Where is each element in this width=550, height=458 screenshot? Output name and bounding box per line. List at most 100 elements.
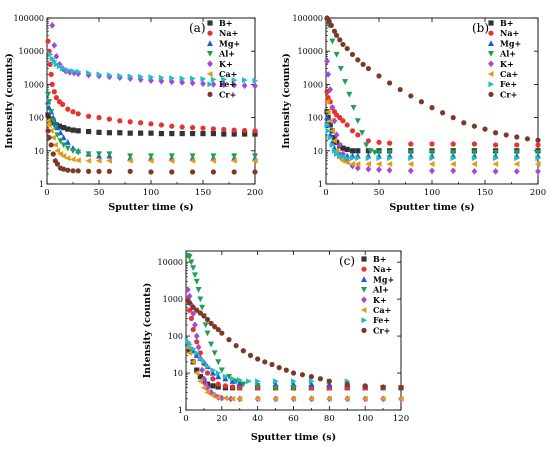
data-point bbox=[208, 341, 215, 348]
data-point bbox=[190, 130, 196, 137]
data-point bbox=[336, 141, 343, 149]
y-tick-label: 1 bbox=[178, 406, 183, 415]
data-point bbox=[65, 67, 71, 74]
legend-marker bbox=[207, 51, 213, 57]
data-point bbox=[222, 383, 229, 389]
data-point bbox=[70, 127, 76, 133]
data-point bbox=[371, 149, 378, 156]
legend-label: Mg+ bbox=[500, 38, 521, 48]
data-point bbox=[471, 155, 478, 162]
x-tick-label: 50 bbox=[374, 188, 385, 198]
data-point bbox=[524, 136, 531, 142]
legend: B+Na+Mg+Al+K+Ca+Fe+Cr+ bbox=[360, 254, 394, 335]
data-point bbox=[344, 122, 350, 128]
data-point bbox=[231, 81, 238, 89]
y-tick-label: 10000 bbox=[158, 258, 183, 267]
data-point bbox=[387, 80, 393, 86]
data-point bbox=[386, 149, 393, 156]
series bbox=[324, 15, 541, 143]
data-point bbox=[240, 381, 247, 388]
data-point bbox=[450, 167, 457, 175]
data-point bbox=[200, 384, 207, 391]
data-point bbox=[242, 127, 248, 134]
data-point bbox=[450, 155, 457, 162]
data-point bbox=[231, 127, 237, 133]
data-point bbox=[327, 117, 333, 124]
data-point bbox=[323, 98, 330, 105]
data-point bbox=[201, 358, 208, 365]
data-point bbox=[324, 114, 331, 121]
data-point bbox=[45, 91, 52, 98]
data-point bbox=[186, 341, 193, 348]
legend: B+Na+Mg+Al+K+Ca+Fe+Cr+ bbox=[206, 18, 240, 99]
data-point bbox=[53, 95, 59, 101]
data-point bbox=[236, 379, 243, 386]
data-point bbox=[210, 126, 216, 132]
data-point bbox=[482, 126, 488, 132]
data-point bbox=[325, 127, 332, 134]
data-point bbox=[192, 321, 198, 329]
data-point bbox=[440, 110, 446, 116]
data-point bbox=[241, 82, 248, 90]
y-tick-label: 1 bbox=[318, 180, 323, 189]
data-point bbox=[376, 73, 382, 79]
chart-panel: 0 50 100 150 200 1 10 100 1000 10000 100000 Sputter… bbox=[4, 14, 263, 213]
data-point bbox=[236, 395, 243, 402]
data-point bbox=[513, 161, 520, 168]
data-point bbox=[204, 316, 211, 323]
data-point bbox=[64, 155, 71, 162]
data-point bbox=[329, 127, 335, 134]
data-point bbox=[513, 149, 520, 156]
data-point bbox=[158, 130, 164, 137]
data-point bbox=[276, 365, 282, 371]
data-point bbox=[242, 77, 248, 84]
y-tick-label: 100 bbox=[29, 114, 44, 123]
data-point bbox=[185, 338, 191, 345]
data-point bbox=[199, 304, 206, 311]
data-point bbox=[193, 278, 200, 285]
legend-marker bbox=[488, 40, 494, 46]
data-point bbox=[210, 153, 217, 160]
data-point bbox=[334, 151, 340, 158]
y-tick-label: 10 bbox=[313, 147, 323, 156]
data-point bbox=[51, 41, 58, 49]
data-point bbox=[240, 348, 246, 354]
data-point bbox=[340, 154, 347, 161]
legend-marker bbox=[488, 30, 494, 36]
data-point bbox=[247, 352, 254, 358]
data-point bbox=[64, 145, 71, 152]
data-point bbox=[255, 356, 261, 362]
legend-label: Al+ bbox=[372, 285, 389, 295]
data-point bbox=[365, 155, 372, 162]
data-point bbox=[254, 395, 261, 402]
data-point bbox=[492, 167, 499, 175]
data-point bbox=[387, 140, 393, 146]
series bbox=[185, 338, 351, 385]
data-point bbox=[53, 61, 60, 68]
data-point bbox=[237, 376, 243, 383]
data-point bbox=[189, 153, 196, 160]
data-point bbox=[222, 395, 229, 402]
series bbox=[45, 91, 258, 160]
data-point bbox=[210, 169, 216, 175]
data-point bbox=[179, 75, 186, 82]
data-point bbox=[179, 130, 185, 137]
data-point bbox=[49, 21, 56, 29]
data-point bbox=[272, 378, 279, 385]
data-point bbox=[190, 75, 196, 82]
data-point bbox=[231, 169, 237, 175]
legend-label: Fe+ bbox=[219, 79, 236, 89]
data-point bbox=[197, 378, 203, 385]
series bbox=[324, 121, 542, 162]
data-point bbox=[355, 148, 361, 154]
data-point bbox=[179, 78, 186, 86]
data-point bbox=[429, 155, 436, 162]
x-axis-label: Sputter time (s) bbox=[251, 432, 336, 443]
data-point bbox=[186, 292, 193, 300]
data-point bbox=[117, 130, 123, 136]
x-tick-label: 150 bbox=[195, 188, 211, 198]
data-point bbox=[200, 125, 206, 131]
y-tick-label: 10 bbox=[173, 369, 183, 378]
data-point bbox=[194, 339, 200, 345]
data-point bbox=[471, 149, 478, 156]
